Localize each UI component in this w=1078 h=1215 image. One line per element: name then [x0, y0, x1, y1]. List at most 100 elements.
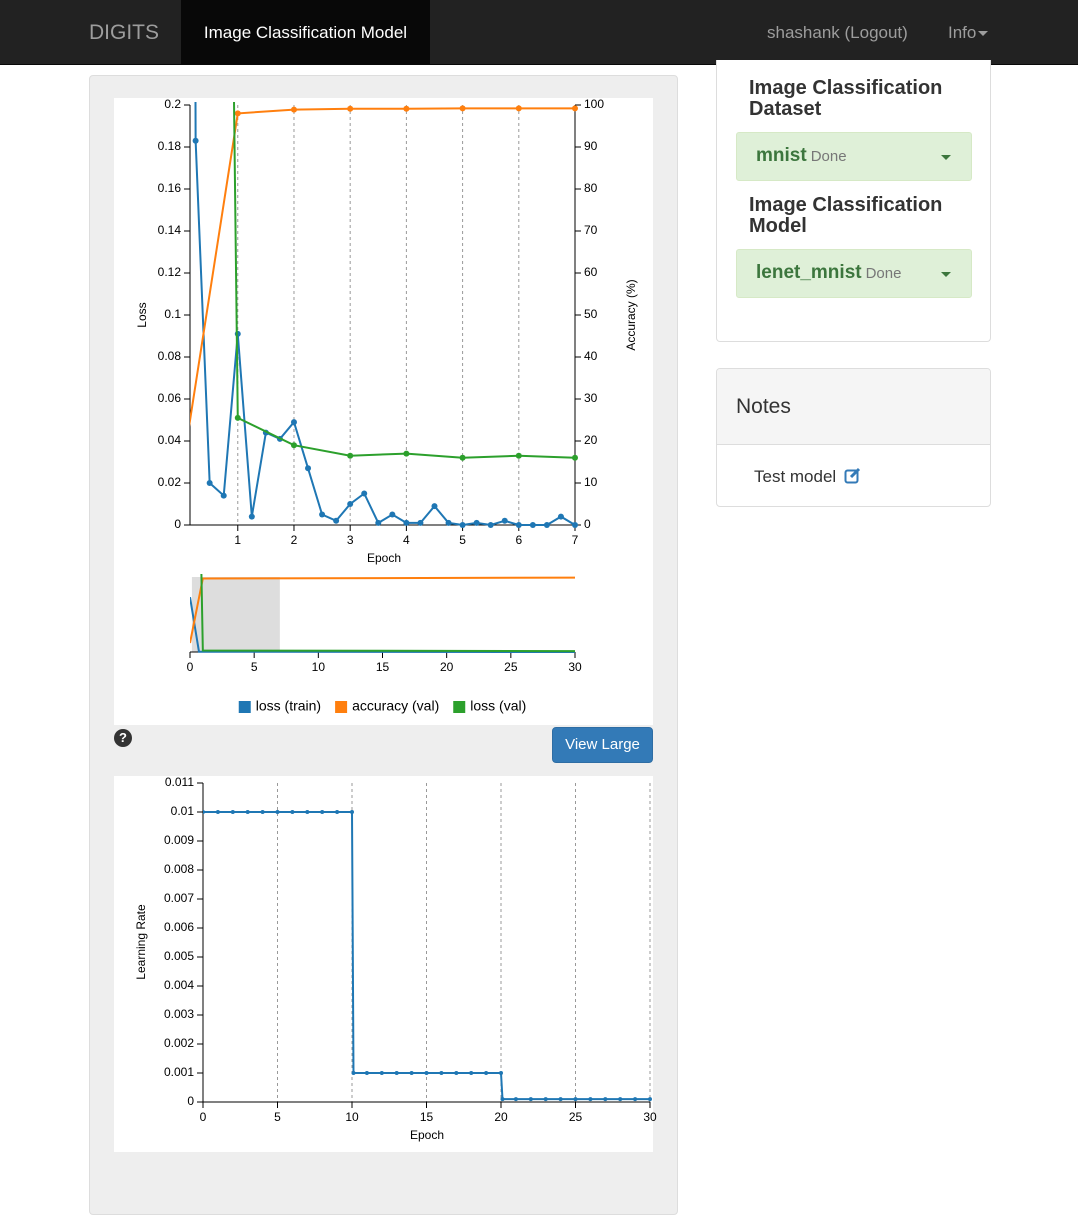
y-tick-label: 0.12 [158, 265, 182, 279]
series [190, 576, 576, 644]
point [633, 1097, 638, 1102]
notes-text-label: Test model [754, 467, 837, 486]
point [515, 105, 522, 112]
y-tick-label: 0.02 [158, 475, 182, 489]
series [190, 105, 578, 427]
x-tick-label: 20 [494, 1110, 508, 1124]
point [290, 810, 295, 814]
x-tick-label: 10 [312, 660, 326, 674]
point [499, 1071, 503, 1075]
caret [941, 272, 951, 277]
point [618, 1097, 623, 1102]
point [487, 522, 494, 528]
point [333, 517, 340, 524]
point [439, 1071, 444, 1075]
active-tab[interactable]: Image Classification Model [181, 0, 430, 65]
point [245, 810, 250, 814]
y-axis-label: Loss [135, 302, 149, 327]
point [347, 452, 354, 459]
help-icon[interactable]: ? [114, 729, 132, 747]
dataset-heading: Image Classification Dataset [749, 77, 943, 120]
x-tick-label: 25 [504, 660, 518, 674]
point [335, 810, 340, 814]
x-tick-label: 6 [515, 533, 522, 547]
x-tick-label: 3 [347, 533, 354, 547]
y2-tick-label: 30 [584, 391, 598, 405]
model-name: lenet_mnist Done [756, 262, 901, 284]
point [417, 519, 424, 526]
legend: loss (train) accuracy (val) loss (val) [238, 698, 526, 714]
brand[interactable]: DIGITS [89, 21, 160, 44]
point [424, 1071, 429, 1075]
line [200, 574, 576, 653]
point [206, 480, 213, 486]
point [431, 503, 438, 510]
point [375, 519, 382, 526]
x-tick-label: 30 [643, 1110, 657, 1124]
series [233, 102, 578, 461]
y2-tick-label: 50 [584, 307, 598, 321]
x-tick-label: 5 [251, 660, 258, 674]
y-tick-label: 0.002 [164, 1036, 194, 1050]
x-axis-label: Epoch [410, 1128, 444, 1142]
notes-title: Notes [736, 395, 791, 418]
user-link[interactable]: shashank (Logout) [767, 23, 908, 42]
x-tick-label: 7 [572, 533, 579, 547]
notes-text[interactable]: Test model [754, 467, 861, 487]
y-tick-label: 0.004 [164, 978, 194, 992]
model-status: Done [865, 265, 902, 282]
x-tick-label: 0 [200, 1110, 207, 1124]
model-heading: Image Classification Model [749, 194, 943, 237]
point [290, 106, 297, 113]
line [233, 102, 576, 459]
point [588, 1097, 593, 1102]
point [389, 511, 396, 518]
point [572, 454, 578, 461]
x-tick-label: 5 [459, 533, 466, 547]
info-label: Info [948, 23, 977, 42]
point [403, 105, 410, 112]
y-tick-label: 0.16 [158, 181, 182, 195]
edit-icon[interactable] [844, 467, 861, 484]
legend-label: loss (train) [256, 698, 321, 714]
sidebar: Image Classification Dataset mnist Done I… [716, 60, 991, 342]
point [403, 519, 410, 526]
y-tick-label: 0 [187, 1094, 194, 1108]
y-tick-label: 0.18 [158, 139, 182, 153]
dataset-dropdown[interactable]: mnist Done [736, 132, 972, 181]
caret [941, 155, 951, 160]
x-tick-label: 0 [187, 660, 194, 674]
y-tick-label: 0.009 [164, 833, 194, 847]
y-tick-label: 0.01 [171, 804, 195, 818]
y-tick-label: 0 [174, 517, 181, 531]
series [190, 596, 576, 653]
point [192, 137, 199, 144]
point [361, 490, 368, 497]
legend-label: loss (val) [470, 698, 526, 714]
point [572, 105, 578, 112]
y2-tick-label: 90 [584, 139, 598, 153]
notes-panel: Notes Test model [716, 368, 991, 507]
x-tick-label: 15 [376, 660, 390, 674]
view-large-button[interactable]: View Large [552, 727, 653, 763]
info-menu[interactable]: Info [948, 0, 989, 65]
y-tick-label: 0.04 [158, 433, 182, 447]
y-axis-label: Learning Rate [134, 904, 148, 980]
point [459, 105, 466, 112]
point [234, 414, 241, 421]
point [347, 501, 354, 507]
caret [978, 31, 989, 37]
series [200, 574, 576, 653]
line [194, 102, 576, 527]
point [513, 1097, 518, 1102]
y-tick-label: 0.08 [158, 349, 182, 363]
point [234, 110, 241, 117]
point [557, 513, 564, 520]
y2-tick-label: 40 [584, 349, 598, 363]
dataset-status: Done [810, 148, 847, 165]
model-dropdown[interactable]: lenet_mnist Done [736, 249, 972, 298]
y-tick-label: 0.001 [164, 1065, 194, 1079]
point [215, 810, 220, 814]
point [469, 1071, 474, 1075]
